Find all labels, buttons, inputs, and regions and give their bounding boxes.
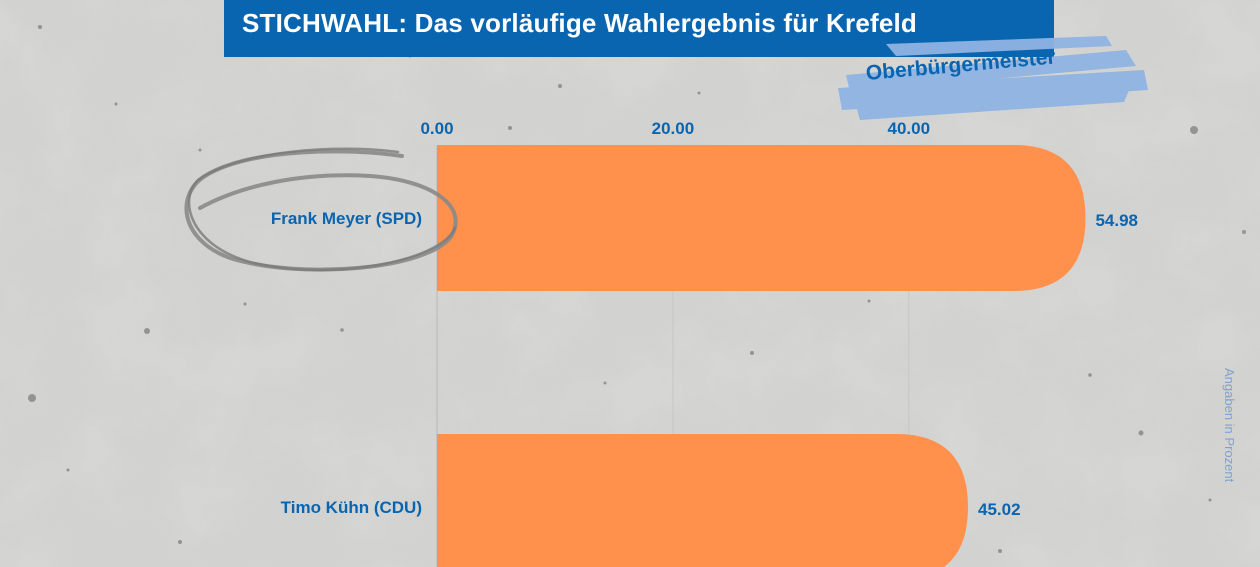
value-label: 54.98 — [1095, 211, 1138, 230]
bar — [437, 145, 1086, 291]
highlight-circle-stroke — [188, 147, 457, 272]
title-banner: STICHWAHL: Das vorläufige Wahlergebnis f… — [224, 0, 1054, 57]
category-label: Frank Meyer (SPD) — [271, 209, 422, 228]
units-note: Angaben in Prozent — [1222, 368, 1237, 483]
chart-title: STICHWAHL: Das vorläufige Wahlergebnis f… — [242, 8, 918, 38]
x-tick-label: 40.00 — [888, 119, 931, 138]
bar-series — [437, 145, 1086, 567]
category-label: Timo Kühn (CDU) — [281, 498, 422, 517]
value-label: 45.02 — [978, 500, 1021, 519]
category-labels: Frank Meyer (SPD) Timo Kühn (CDU) — [271, 209, 422, 517]
subtitle-tag-shape — [838, 36, 1148, 120]
value-labels: 54.98 45.02 — [978, 211, 1138, 519]
x-tick-label: 20.00 — [652, 119, 695, 138]
x-axis-ticks: 0.00 20.00 40.00 — [420, 119, 930, 138]
bar — [437, 434, 969, 567]
x-tick-label: 0.00 — [420, 119, 453, 138]
